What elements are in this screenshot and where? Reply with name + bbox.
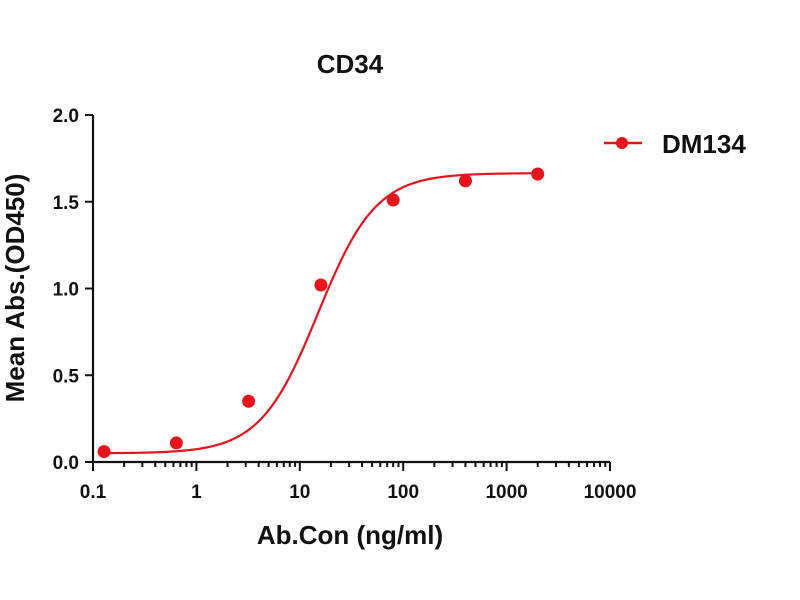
legend-marker (616, 137, 628, 149)
x-ticks: 0.1 1 10 100 1000 10000 (80, 462, 637, 503)
y-tick-label: 1.0 (53, 280, 79, 301)
legend: DM134 (604, 129, 746, 159)
data-point (97, 445, 111, 459)
legend-label-dm134: DM134 (662, 129, 746, 159)
y-tick-label: 0.0 (53, 453, 79, 474)
y-tick-label: 0.5 (53, 366, 80, 387)
data-point (386, 193, 400, 207)
plot-area (97, 167, 545, 459)
y-axis-label: Mean Abs.(OD450) (0, 174, 30, 403)
x-tick-label: 0.1 (80, 482, 107, 503)
axes (91, 115, 610, 464)
chart-title: CD34 (317, 49, 384, 79)
data-point (242, 394, 256, 408)
x-tick-label: 10 (289, 482, 310, 503)
data-point (169, 436, 183, 450)
y-tick-label: 2.0 (53, 106, 79, 127)
x-tick-label: 1000 (485, 482, 527, 503)
x-tick-label: 1 (191, 482, 202, 503)
y-tick-label: 1.5 (53, 193, 80, 214)
y-ticks: 0.0 0.5 1.0 1.5 2.0 (53, 106, 93, 474)
data-points (97, 167, 545, 459)
data-point (314, 278, 328, 292)
x-tick-label: 10000 (584, 482, 637, 503)
data-point (531, 167, 545, 181)
x-axis-label: Ab.Con (ng/ml) (257, 520, 443, 550)
fit-curve (104, 172, 538, 455)
x-tick-label: 100 (387, 482, 419, 503)
data-point (458, 174, 472, 188)
